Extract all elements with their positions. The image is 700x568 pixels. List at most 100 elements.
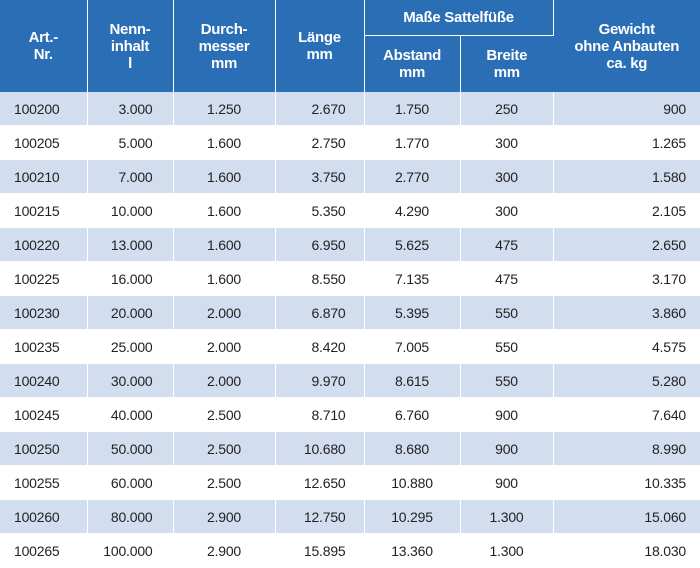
cell-laenge: 8.710	[275, 397, 365, 432]
cell-gewicht: 1.580	[553, 159, 700, 194]
table-row: 100235 25.000 2.000 8.420 7.005 550 4.575	[0, 329, 700, 364]
cell-nenninhalt: 60.000	[87, 465, 174, 500]
header-abstand: Abstand mm	[364, 35, 461, 92]
cell-laenge: 3.750	[275, 159, 365, 194]
cell-art-nr: 100260	[0, 499, 88, 534]
table-row: 100255 60.000 2.500 12.650 10.880 900 10.335	[0, 465, 700, 500]
cell-art-nr: 100205	[0, 125, 88, 160]
cell-abstand: 5.625	[364, 227, 461, 262]
cell-nenninhalt: 7.000	[87, 159, 174, 194]
table-row: 100220 13.000 1.600 6.950 5.625 475 2.650	[0, 227, 700, 262]
cell-durchmesser: 2.500	[173, 431, 276, 466]
cell-laenge: 2.750	[275, 125, 365, 160]
cell-art-nr: 100265	[0, 533, 88, 568]
cell-art-nr: 100245	[0, 397, 88, 432]
cell-nenninhalt: 80.000	[87, 499, 174, 534]
cell-art-nr: 100200	[0, 92, 88, 126]
cell-abstand: 8.680	[364, 431, 461, 466]
cell-abstand: 7.135	[364, 261, 461, 296]
header-laenge: Länge mm	[275, 0, 365, 92]
header-breite: Breite mm	[460, 35, 553, 92]
cell-durchmesser: 1.250	[173, 92, 276, 126]
cell-gewicht: 2.105	[553, 193, 700, 228]
cell-breite: 550	[460, 295, 554, 330]
cell-laenge: 6.870	[275, 295, 365, 330]
cell-nenninhalt: 5.000	[87, 125, 174, 160]
table-row: 100240 30.000 2.000 9.970 8.615 550 5.280	[0, 363, 700, 398]
cell-gewicht: 900	[553, 92, 700, 126]
cell-durchmesser: 2.000	[173, 329, 276, 364]
cell-breite: 900	[460, 397, 554, 432]
cell-art-nr: 100225	[0, 261, 88, 296]
cell-nenninhalt: 16.000	[87, 261, 174, 296]
cell-gewicht: 4.575	[553, 329, 700, 364]
cell-art-nr: 100210	[0, 159, 88, 194]
cell-art-nr: 100250	[0, 431, 88, 466]
cell-laenge: 6.950	[275, 227, 365, 262]
cell-durchmesser: 2.000	[173, 363, 276, 398]
cell-durchmesser: 2.900	[173, 533, 276, 568]
cell-durchmesser: 1.600	[173, 193, 276, 228]
cell-abstand: 6.760	[364, 397, 461, 432]
cell-breite: 550	[460, 329, 554, 364]
cell-abstand: 7.005	[364, 329, 461, 364]
cell-gewicht: 18.030	[553, 533, 700, 568]
cell-breite: 550	[460, 363, 554, 398]
cell-gewicht: 1.265	[553, 125, 700, 160]
cell-nenninhalt: 40.000	[87, 397, 174, 432]
table-row: 100250 50.000 2.500 10.680 8.680 900 8.990	[0, 431, 700, 466]
cell-durchmesser: 1.600	[173, 261, 276, 296]
cell-durchmesser: 2.000	[173, 295, 276, 330]
table-row: 100210 7.000 1.600 3.750 2.770 300 1.580	[0, 159, 700, 194]
cell-gewicht: 15.060	[553, 499, 700, 534]
header-gewicht: Gewicht ohne Anbauten ca. kg	[553, 0, 700, 92]
cell-durchmesser: 1.600	[173, 159, 276, 194]
cell-breite: 250	[460, 92, 554, 126]
cell-laenge: 8.420	[275, 329, 365, 364]
header-nenninhalt-label: Nenn-inhalt l	[109, 20, 151, 72]
cell-nenninhalt: 10.000	[87, 193, 174, 228]
cell-laenge: 8.550	[275, 261, 365, 296]
cell-gewicht: 3.860	[553, 295, 700, 330]
cell-art-nr: 100215	[0, 193, 88, 228]
table-row: 100230 20.000 2.000 6.870 5.395 550 3.860	[0, 295, 700, 330]
cell-art-nr: 100220	[0, 227, 88, 262]
cell-laenge: 10.680	[275, 431, 365, 466]
cell-breite: 475	[460, 261, 554, 296]
cell-breite: 475	[460, 227, 554, 262]
table-header: Art.- Nr. Nenn-inhalt l Durch-messer mm Län…	[0, 0, 700, 92]
header-art-nr-label: Art.- Nr.	[28, 29, 59, 63]
cell-abstand: 2.770	[364, 159, 461, 194]
header-durchmesser: Durch-messer mm	[173, 0, 276, 92]
cell-abstand: 10.880	[364, 465, 461, 500]
table-row: 100200 3.000 1.250 2.670 1.750 250 900	[0, 92, 700, 126]
header-sattelfuesse-label: Maße Sattelfüße	[403, 9, 514, 26]
cell-durchmesser: 1.600	[173, 227, 276, 262]
cell-gewicht: 7.640	[553, 397, 700, 432]
cell-laenge: 2.670	[275, 92, 365, 126]
table-row: 100265 100.000 2.900 15.895 13.360 1.300 18.03…	[0, 533, 700, 568]
cell-breite: 900	[460, 465, 554, 500]
cell-abstand: 5.395	[364, 295, 461, 330]
cell-durchmesser: 2.900	[173, 499, 276, 534]
cell-laenge: 5.350	[275, 193, 365, 228]
cell-art-nr: 100235	[0, 329, 88, 364]
header-laenge-label: Länge mm	[298, 29, 341, 63]
cell-breite: 300	[460, 125, 554, 160]
header-breite-label: Breite mm	[486, 47, 528, 81]
table-row: 100245 40.000 2.500 8.710 6.760 900 7.640	[0, 397, 700, 432]
cell-gewicht: 2.650	[553, 227, 700, 262]
cell-breite: 900	[460, 431, 554, 466]
cell-abstand: 10.295	[364, 499, 461, 534]
cell-abstand: 1.770	[364, 125, 461, 160]
cell-gewicht: 10.335	[553, 465, 700, 500]
cell-durchmesser: 1.600	[173, 125, 276, 160]
cell-nenninhalt: 3.000	[87, 92, 174, 126]
table-row: 100260 80.000 2.900 12.750 10.295 1.300 15.060	[0, 499, 700, 534]
cell-nenninhalt: 25.000	[87, 329, 174, 364]
table-row: 100215 10.000 1.600 5.350 4.290 300 2.105	[0, 193, 700, 228]
header-sattelfuesse-group: Maße Sattelfüße	[364, 0, 554, 36]
cell-laenge: 12.750	[275, 499, 365, 534]
cell-art-nr: 100230	[0, 295, 88, 330]
